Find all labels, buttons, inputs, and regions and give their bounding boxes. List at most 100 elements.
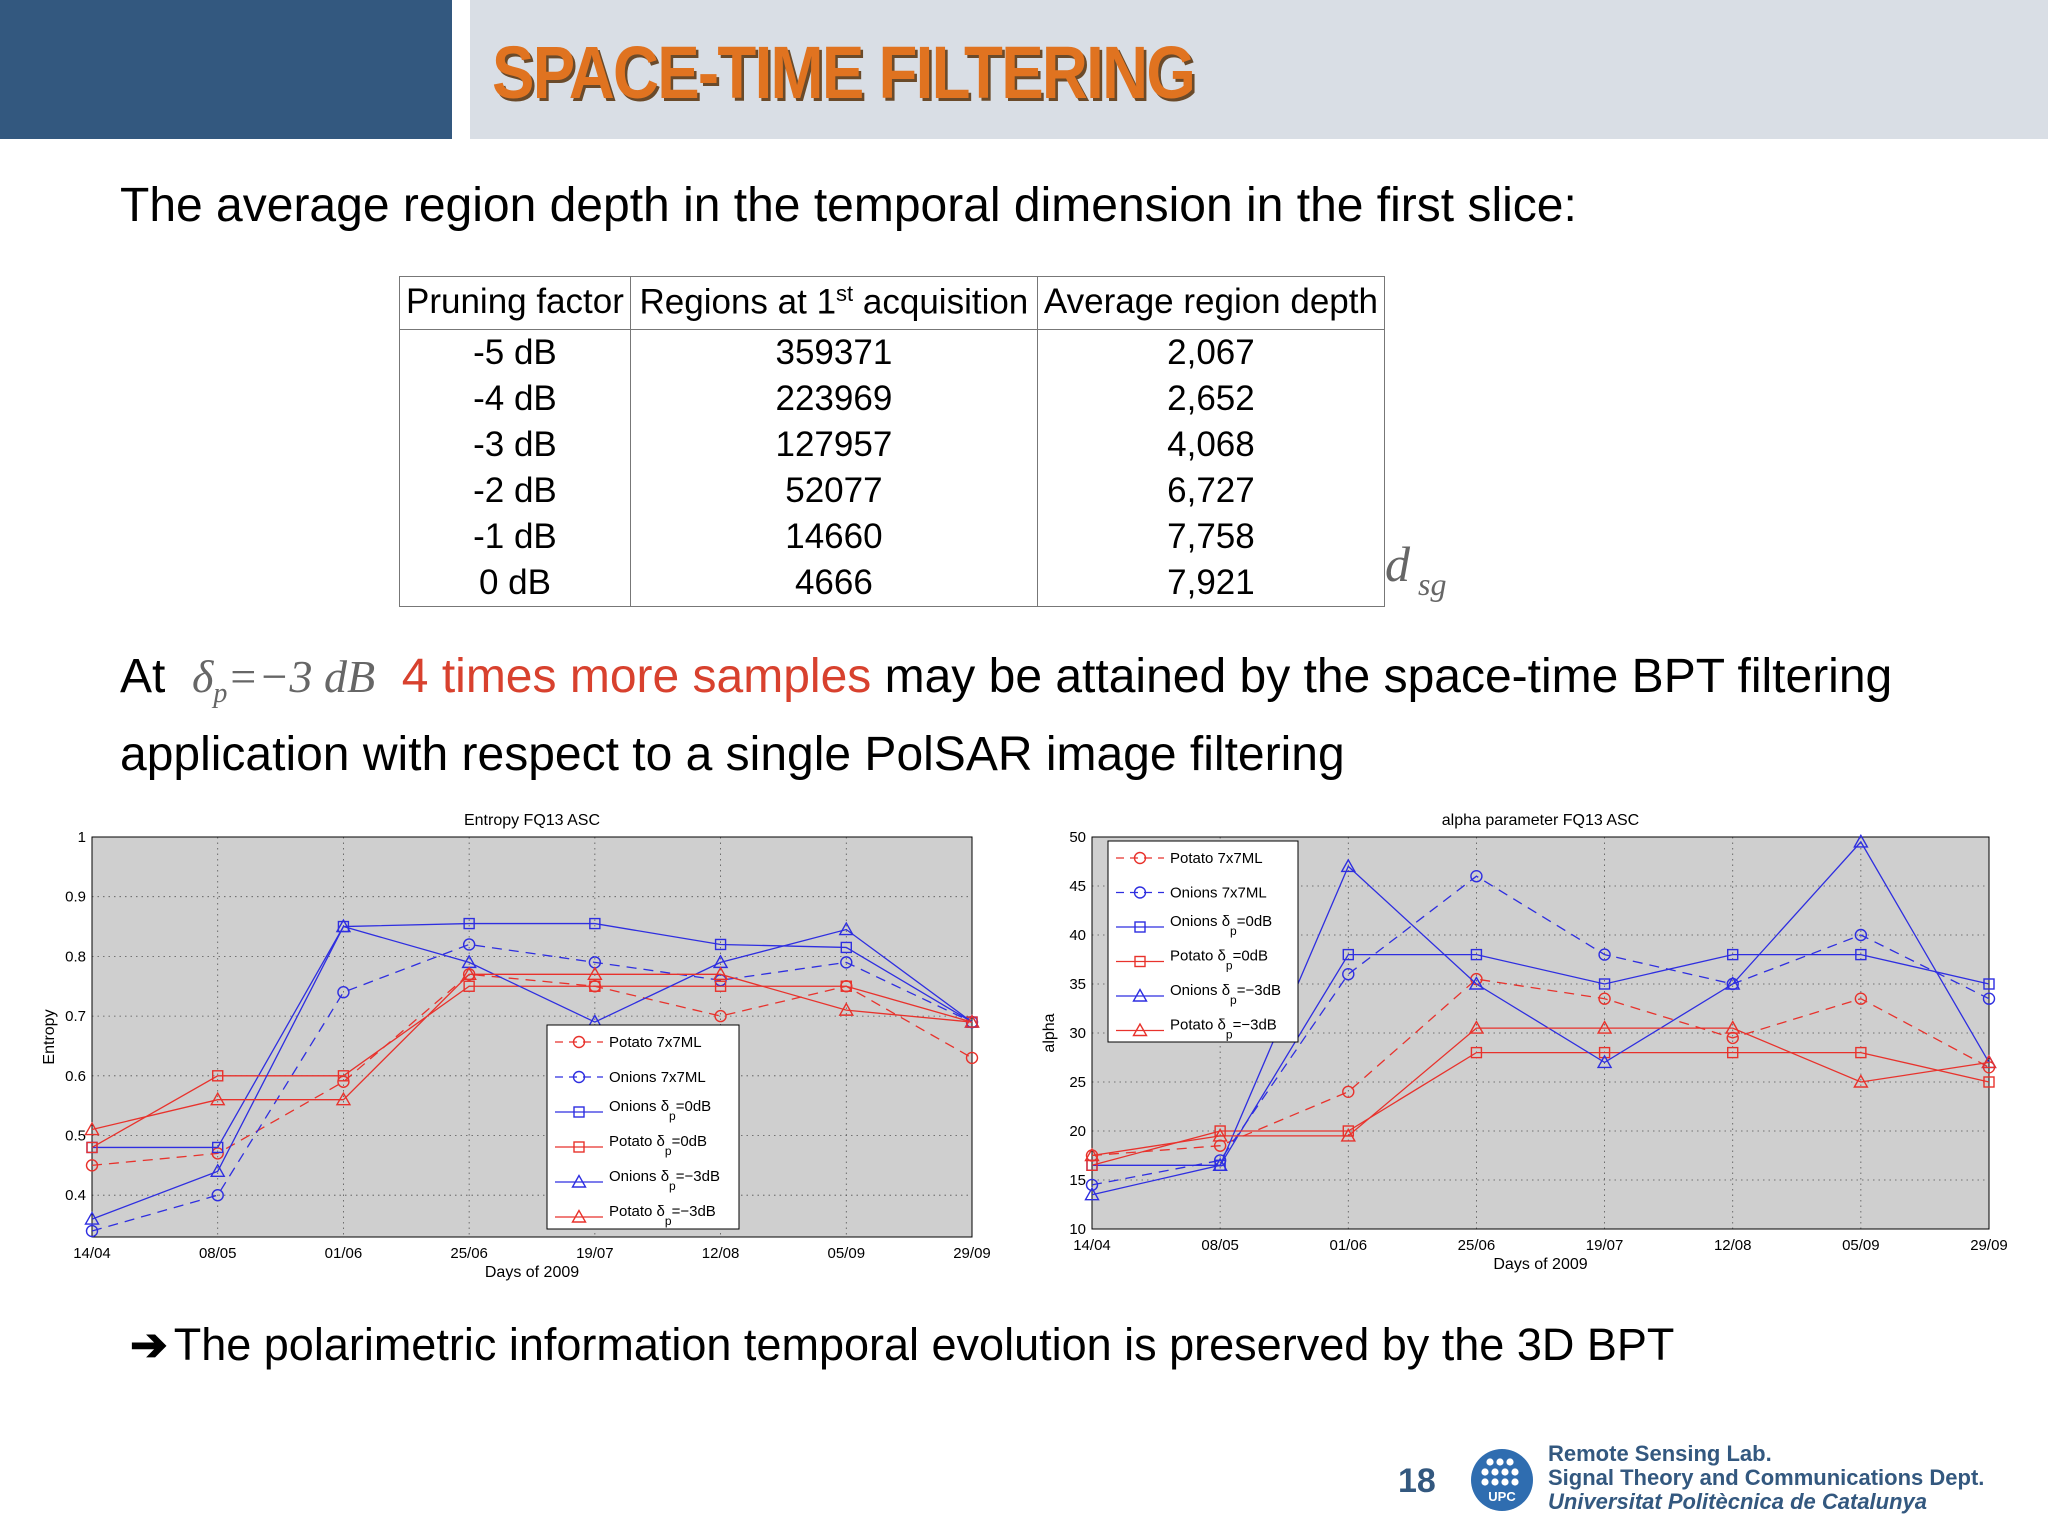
y-tick-label: 30 <box>1069 1025 1086 1042</box>
legend-entry-after: =0dB <box>672 1133 707 1150</box>
legend-entry-base: Potato δ <box>1170 1017 1226 1034</box>
legend-marker <box>1134 955 1146 968</box>
header-regions-b: acquisition <box>853 282 1029 322</box>
legend-entry-base: Onions 7x7ML <box>1170 885 1267 902</box>
statement-at: At <box>120 650 166 703</box>
legend-marker <box>1133 886 1147 899</box>
data-point <box>1213 1139 1227 1152</box>
data-point <box>335 1091 352 1106</box>
data-point <box>463 980 475 992</box>
data-point <box>1727 948 1739 961</box>
data-point <box>85 1224 99 1238</box>
data-point <box>1725 976 1741 990</box>
delta-value: =−3 dB <box>227 651 376 702</box>
cell-regions: 127957 <box>629 421 1038 468</box>
legend-marker <box>1134 921 1146 933</box>
data-point <box>1598 948 1611 961</box>
series-5 <box>84 966 980 1136</box>
table-row: -5 dB 359371 2,067 <box>399 329 1385 376</box>
series-5 <box>1084 1020 1997 1162</box>
legend-entry-base: Potato δ <box>609 1203 665 1220</box>
plot-area <box>92 837 972 1237</box>
series-line <box>92 922 973 1149</box>
data-point <box>1726 1031 1739 1045</box>
legend-entry-sub: p <box>1226 959 1233 973</box>
statement: At δp=−3 dB 4 times more samples may be … <box>120 646 2020 785</box>
plot-frame <box>1091 836 1990 1230</box>
series-0 <box>1085 972 1996 1162</box>
cell-pruning-factor: -4 dB <box>399 375 631 422</box>
legend-entry: Potato δp=−3dB <box>609 1203 716 1228</box>
upc-logo-icon: UPC <box>1471 1449 1533 1511</box>
y-tick-label: 45 <box>1069 878 1086 895</box>
legend-entry-sub: p <box>669 1179 676 1193</box>
y-tick-label: 20 <box>1069 1123 1086 1140</box>
table-row: 0 dB 4666 7,921 <box>399 559 1385 607</box>
legend-box <box>1107 840 1299 1043</box>
y-tick-label: 0.9 <box>65 889 86 906</box>
depth-table: Pruning factor Regions at 1st acquisitio… <box>399 276 1385 607</box>
delta-expression: δp=−3 dB <box>192 651 376 709</box>
table-row: -2 dB 52077 6,727 <box>399 467 1385 514</box>
data-point <box>1598 1046 1611 1059</box>
data-point <box>1084 1147 1100 1162</box>
data-point <box>1854 992 1868 1005</box>
entropy-chart: 14/04 08/05 01/06 25/06 19/07 12/08 05/09 29/09… <box>41 812 991 1281</box>
series-line <box>91 925 973 1220</box>
dsg-base: d <box>1385 536 1410 592</box>
data-point <box>210 1091 226 1106</box>
data-point <box>965 1051 979 1065</box>
data-point <box>1982 992 1996 1005</box>
conclusion: ➔ The polarimetric information temporal e… <box>130 1318 1674 1371</box>
header-regions-sup: st <box>836 281 854 306</box>
legend-entry-base: Onions 7x7ML <box>609 1069 706 1086</box>
legend-marker <box>572 1035 586 1049</box>
x-tick-label: 08/05 <box>1201 1237 1239 1254</box>
cell-regions: 359371 <box>629 329 1038 376</box>
data-point <box>463 917 475 930</box>
legend-entry: Onions δp=−3dB <box>1170 982 1281 1007</box>
legend-entry: Onions 7x7ML <box>609 1069 706 1086</box>
arrow-right-icon: ➔ <box>130 1319 168 1370</box>
legend-entry-sub: p <box>665 1144 672 1158</box>
data-point <box>1468 976 1485 990</box>
header-right-band <box>470 0 2048 139</box>
data-point <box>1468 1020 1485 1034</box>
data-point <box>1212 1157 1228 1171</box>
legend-marker <box>1133 851 1147 865</box>
legend-marker <box>1132 1022 1148 1037</box>
y-tick-label: 1 <box>78 829 86 846</box>
series-1 <box>85 938 979 1238</box>
x-tick-label: 25/06 <box>450 1245 488 1262</box>
data-point <box>1725 1020 1741 1034</box>
cell-regions: 4666 <box>629 559 1038 607</box>
table-header-row: Pruning factor Regions at 1st acquisitio… <box>399 276 1385 330</box>
data-point <box>210 1163 226 1178</box>
data-point <box>840 980 852 992</box>
x-tick-label: 14/04 <box>1073 1237 1111 1254</box>
lab-line-3: Universitat Politècnica de Catalunya <box>1548 1489 1928 1514</box>
logo-text: UPC <box>1488 1489 1516 1504</box>
x-tick-label: 19/07 <box>576 1245 614 1262</box>
cell-average-depth: 2,067 <box>1036 329 1385 376</box>
lab-line-1: Remote Sensing Lab. <box>1548 1441 1772 1466</box>
x-tick-label: 25/06 <box>1458 1237 1496 1254</box>
cell-pruning-factor: -5 dB <box>399 329 631 376</box>
data-point <box>1598 978 1611 990</box>
series-3 <box>86 980 978 1154</box>
legend-entry-after: =−3dB <box>676 1168 720 1185</box>
dsg-sub: sg <box>1418 566 1447 602</box>
legend-entry: Potato 7x7ML <box>609 1034 702 1051</box>
data-point <box>714 1009 727 1023</box>
legend-entry-base: Onions δ <box>1170 982 1230 999</box>
legend-entry: Potato δp=0dB <box>1170 948 1268 973</box>
data-point <box>211 1189 224 1202</box>
data-point <box>1342 967 1355 981</box>
data-point <box>1854 928 1868 942</box>
data-point <box>84 1211 100 1225</box>
table-row: -4 dB 223969 2,652 <box>399 375 1385 422</box>
legend-box <box>546 1024 740 1230</box>
cell-average-depth: 4,068 <box>1036 421 1385 468</box>
data-point <box>461 966 477 981</box>
data-point <box>838 921 854 936</box>
